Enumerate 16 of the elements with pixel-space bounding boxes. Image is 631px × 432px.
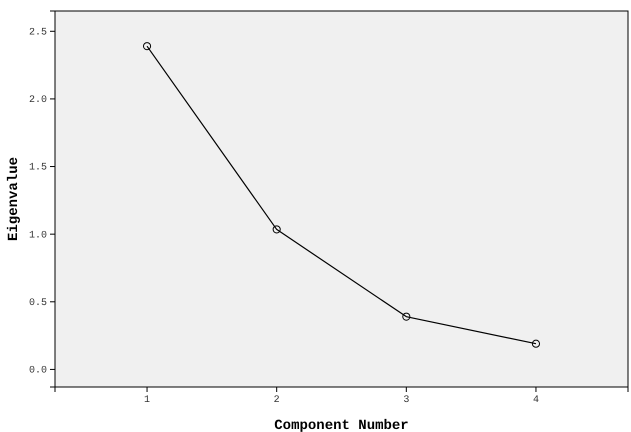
y-tick-label: 1.0 bbox=[28, 230, 47, 242]
y-tick-label: 0.0 bbox=[28, 366, 47, 377]
y-axis-title: Eigenvalue bbox=[6, 156, 22, 242]
x-tick-label: 1 bbox=[144, 395, 150, 406]
y-tick-label: 2.0 bbox=[28, 95, 47, 106]
y-tick-label: 2.5 bbox=[28, 27, 47, 38]
point bbox=[272, 225, 281, 234]
y-tick-label: 0.5 bbox=[28, 298, 47, 309]
x-tick-label: 2 bbox=[274, 395, 280, 406]
y-tick-label: 1.5 bbox=[28, 162, 47, 174]
point bbox=[142, 42, 152, 50]
x-tick-label: 3 bbox=[403, 395, 410, 406]
point bbox=[402, 312, 410, 321]
point bbox=[532, 340, 540, 348]
x-axis-title: Component Number bbox=[274, 418, 409, 432]
x-tick-label: 4 bbox=[532, 395, 539, 406]
